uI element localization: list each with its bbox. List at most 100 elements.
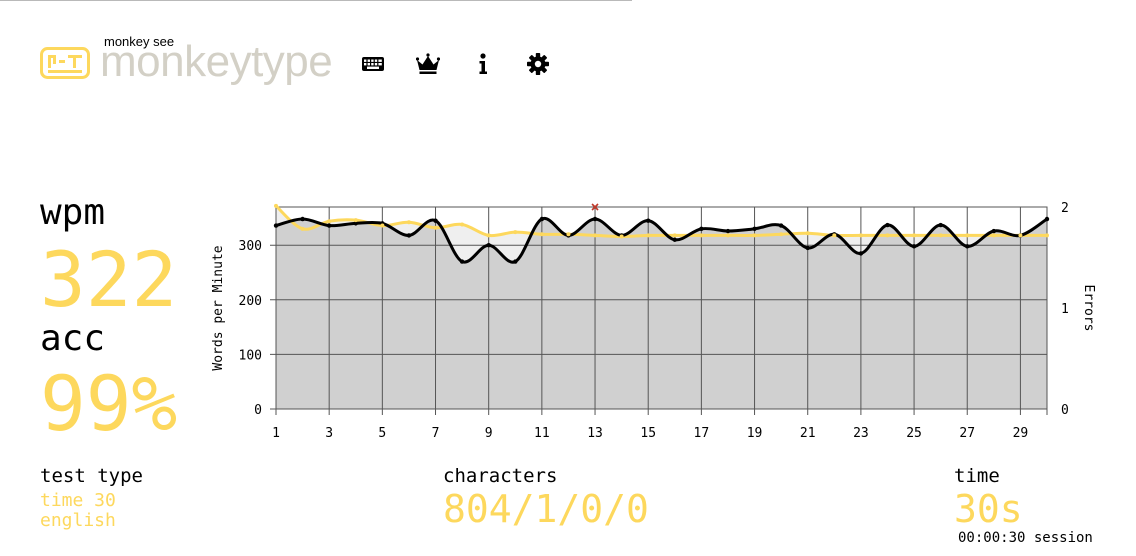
wpm-point xyxy=(273,223,279,228)
raw-point xyxy=(619,234,624,239)
wpm-point xyxy=(539,216,545,222)
raw-point xyxy=(593,233,598,238)
time-value: 30s xyxy=(954,487,1023,531)
raw-point xyxy=(406,220,411,225)
y-axis-title: Words per Minute xyxy=(211,245,226,370)
wpm-point xyxy=(911,244,917,249)
wpm-point xyxy=(725,228,731,234)
wpm-point xyxy=(778,223,784,228)
raw-point xyxy=(725,233,730,238)
wpm-point xyxy=(699,226,704,232)
raw-point xyxy=(832,233,837,238)
raw-point xyxy=(672,233,677,238)
wpm-point xyxy=(486,243,491,248)
wpm-point xyxy=(592,216,598,222)
raw-point xyxy=(938,233,943,238)
top-divider xyxy=(0,0,632,1)
raw-point xyxy=(539,232,544,237)
raw-point xyxy=(752,233,757,238)
x-tick-label: 29 xyxy=(1013,426,1029,441)
info-icon[interactable] xyxy=(471,52,495,76)
raw-point xyxy=(274,203,278,208)
wpm-point xyxy=(858,251,864,256)
x-tick-label: 3 xyxy=(325,426,333,441)
time-label: time xyxy=(954,465,1000,487)
test-type-mode: time 30 xyxy=(40,490,116,511)
raw-point xyxy=(912,233,917,238)
x-tick-label: 11 xyxy=(534,426,550,441)
raw-point xyxy=(327,219,332,224)
y2-tick-label: 2 xyxy=(1061,201,1069,216)
crown-icon[interactable] xyxy=(416,52,440,76)
raw-point xyxy=(646,233,651,238)
error-marker xyxy=(591,203,599,211)
wpm-point xyxy=(353,221,358,226)
wpm-area-fill xyxy=(276,218,1047,409)
raw-point xyxy=(486,233,491,238)
characters-label: characters xyxy=(443,465,558,487)
raw-area-fill xyxy=(276,205,1047,409)
raw-point xyxy=(300,226,305,231)
logo-tagline: monkey see xyxy=(104,34,175,49)
wpm-point xyxy=(513,259,518,264)
wpm-point xyxy=(965,244,970,249)
raw-point xyxy=(513,230,518,235)
x-tick-label: 27 xyxy=(959,426,975,441)
raw-point xyxy=(380,223,385,228)
x-tick-label: 1 xyxy=(272,426,280,441)
characters-value: 804/1/0/0 xyxy=(443,487,649,531)
raw-line xyxy=(274,204,1047,238)
raw-point xyxy=(885,233,890,238)
x-tick-label: 25 xyxy=(906,426,922,441)
wpm-point xyxy=(326,223,332,228)
raw-point xyxy=(353,218,358,223)
gear-icon[interactable] xyxy=(526,52,550,76)
wpm-label: wpm xyxy=(40,192,106,233)
wpm-point xyxy=(406,233,412,238)
monkeytype-logo-icon[interactable] xyxy=(40,47,90,79)
raw-point xyxy=(805,231,810,236)
y2-tick-label: 0 xyxy=(1061,403,1069,418)
x-tick-label: 5 xyxy=(378,426,386,441)
acc-label: acc xyxy=(40,318,106,359)
raw-point xyxy=(858,233,863,238)
test-type-label: test type xyxy=(40,465,143,487)
acc-value: 99% xyxy=(40,359,178,448)
logo-wordmark[interactable]: monkeytype xyxy=(100,37,333,86)
y2-tick-label: 1 xyxy=(1061,302,1069,317)
wpm-point xyxy=(300,216,305,222)
raw-point xyxy=(1045,233,1049,238)
y-tick-label: 100 xyxy=(239,348,262,363)
raw-point xyxy=(566,232,571,237)
session-time: 00:00:30 session xyxy=(958,530,1093,546)
wpm-point xyxy=(433,218,438,223)
y-tick-label: 0 xyxy=(254,403,262,418)
raw-point xyxy=(779,232,784,237)
x-tick-label: 15 xyxy=(640,426,656,441)
wpm-point xyxy=(938,222,943,228)
raw-point xyxy=(460,222,465,227)
test-type-language: english xyxy=(40,510,116,531)
wpm-line xyxy=(275,216,1048,264)
plot-frame xyxy=(275,206,1048,410)
x-tick-label: 7 xyxy=(432,426,440,441)
wpm-value: 322 xyxy=(40,235,178,324)
raw-point xyxy=(965,233,970,238)
y-tick-label: 200 xyxy=(239,294,262,309)
wpm-point xyxy=(459,259,465,264)
x-tick-label: 23 xyxy=(853,426,869,441)
x-tick-label: 21 xyxy=(800,426,816,441)
keyboard-icon[interactable] xyxy=(361,52,385,76)
wpm-point xyxy=(1044,216,1050,222)
y2-axis-title: Errors xyxy=(1081,285,1096,332)
x-tick-label: 13 xyxy=(587,426,603,441)
wpm-point xyxy=(672,237,677,242)
raw-point xyxy=(1018,233,1023,238)
wpm-point xyxy=(991,228,997,234)
wpm-point xyxy=(885,222,890,228)
y-tick-label: 300 xyxy=(239,239,262,254)
raw-point xyxy=(699,233,704,238)
x-tick-label: 17 xyxy=(694,426,710,441)
wpm-point xyxy=(646,218,651,223)
